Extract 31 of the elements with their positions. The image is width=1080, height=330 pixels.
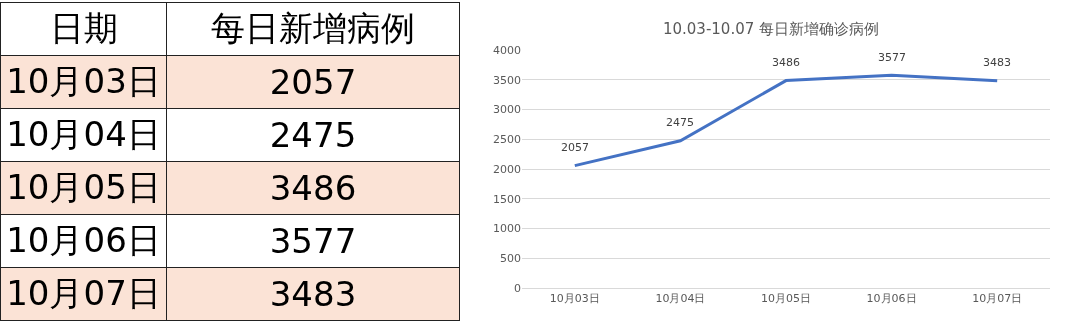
category-label: 10月04日 <box>0 108 167 162</box>
data-label: 2475 <box>666 116 694 129</box>
y-tick-label: 1000 <box>493 222 521 236</box>
chart-title: 10.03-10.07 每日新增确诊病例 <box>662 19 880 38</box>
text: 每日新增病例 <box>166 2 460 56</box>
y-tick-label: 3000 <box>493 103 521 117</box>
x-tick-label: 10月04日 <box>655 292 706 306</box>
x-tick-label: 10月07日 <box>972 292 1023 306</box>
y-tick-label: 2000 <box>493 162 521 176</box>
x-tick-label: 10月03日 <box>549 292 600 306</box>
y-tick-label: 500 <box>500 252 521 266</box>
x-tick-label: 10月06日 <box>866 292 917 306</box>
data-label: 2057 <box>166 55 460 109</box>
category-label: 10月05日 <box>0 161 167 215</box>
data-label: 3577 <box>166 214 460 268</box>
x-tick-label: 10月05日 <box>761 292 811 306</box>
data-label: 2475 <box>166 108 460 162</box>
y-tick-label: 0 <box>514 281 521 295</box>
data-label: 2057 <box>561 141 589 154</box>
category-label: 10月03日 <box>0 55 167 109</box>
data-label: 3483 <box>166 267 460 321</box>
data-label: 3483 <box>983 56 1011 69</box>
data-label: 3486 <box>166 161 460 215</box>
data-label: 3486 <box>772 56 800 69</box>
text: 日期 <box>0 2 167 56</box>
y-tick-label: 4000 <box>493 43 521 57</box>
y-tick-label: 3500 <box>493 73 521 87</box>
y-tick-label: 1500 <box>493 192 521 206</box>
data-label: 3577 <box>878 51 906 64</box>
category-label: 10月06日 <box>0 214 167 268</box>
y-tick-label: 2500 <box>493 133 521 147</box>
